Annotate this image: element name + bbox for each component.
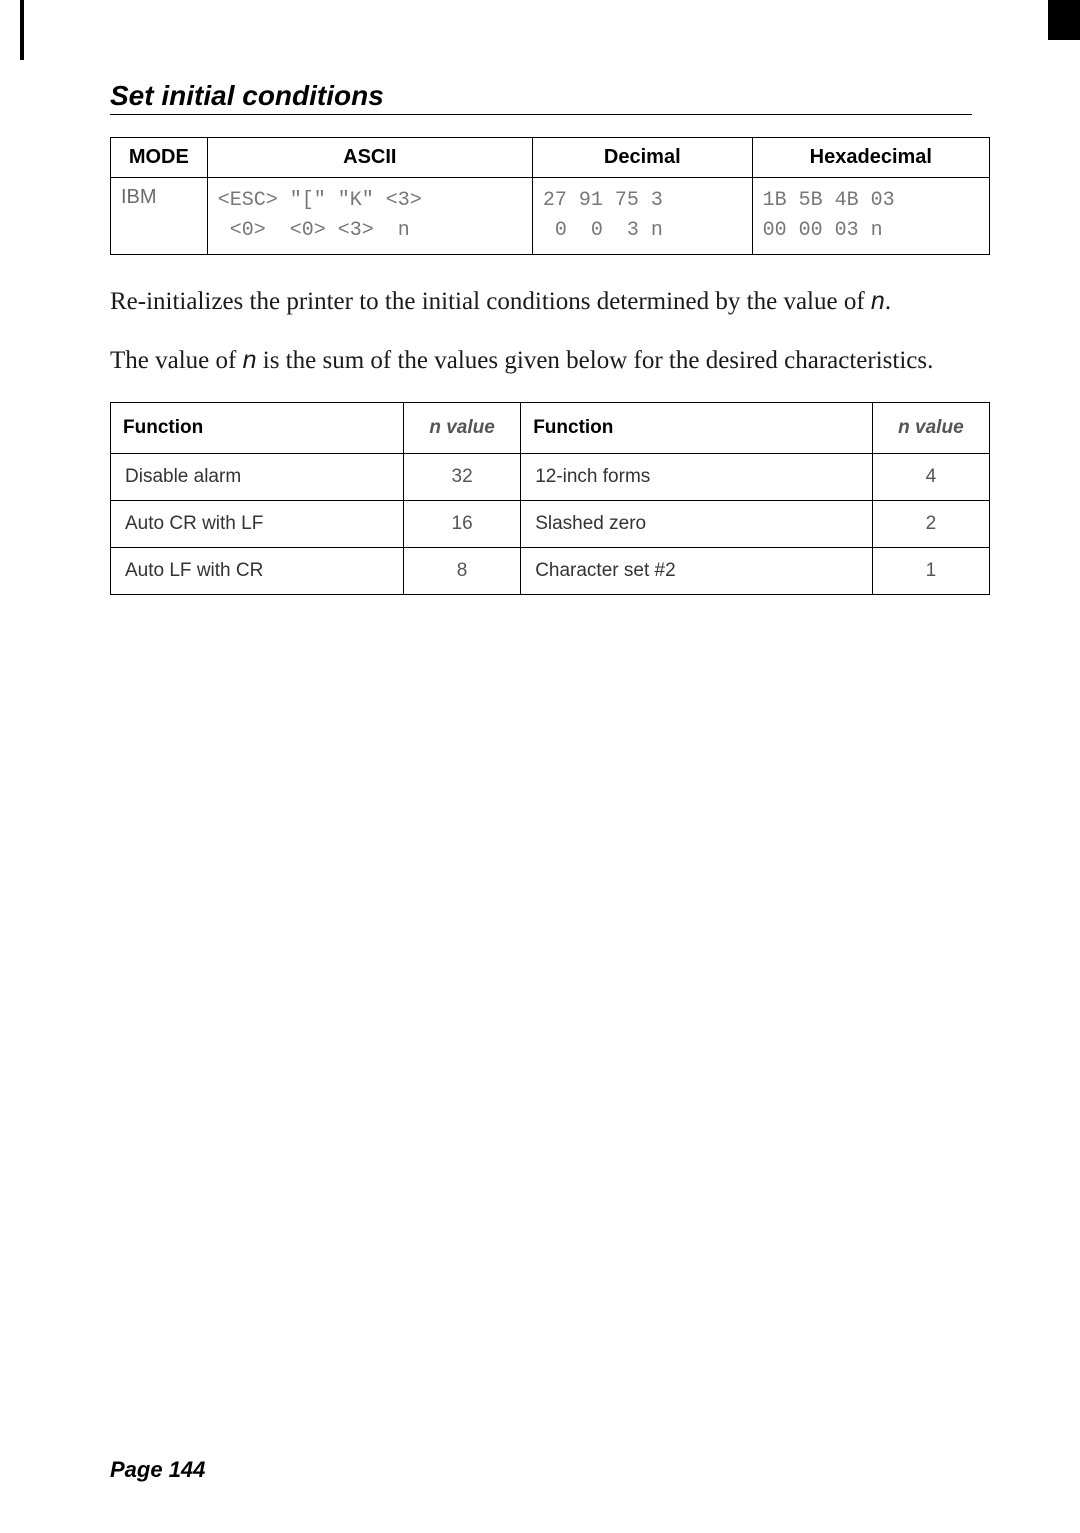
th-hex: Hexadecimal	[752, 138, 989, 178]
table-row: Auto CR with LF 16 Slashed zero 2	[111, 500, 990, 547]
cell: Auto CR with LF	[111, 500, 404, 547]
th-mode: MODE	[111, 138, 208, 178]
td-mode: IBM	[111, 178, 208, 255]
para2-n: n	[243, 346, 257, 374]
table-row: Auto LF with CR 8 Character set #2 1	[111, 547, 990, 594]
cell: 4	[872, 453, 989, 500]
cell: Character set #2	[521, 547, 873, 594]
page-footer: Page 144	[110, 1457, 205, 1483]
cell: 12-inch forms	[521, 453, 873, 500]
hex-line1: 1B 5B 4B 03	[763, 186, 979, 216]
cell: 8	[404, 547, 521, 594]
hex-line2: 00 00 03 n	[763, 216, 979, 246]
ascii-line1: <ESC> "[" "K" <3>	[218, 186, 522, 216]
para1-n: n	[871, 287, 885, 315]
para1-b: .	[885, 288, 891, 315]
cell: Slashed zero	[521, 500, 873, 547]
para-2: The value of n is the sum of the values …	[110, 342, 990, 379]
fth-4: n value	[872, 402, 989, 453]
cell: Auto LF with CR	[111, 547, 404, 594]
edge-mark	[20, 0, 24, 60]
fth-4-text: n value	[898, 417, 963, 438]
para-1: Re-initializes the printer to the initia…	[110, 283, 990, 320]
cell: 32	[404, 453, 521, 500]
fth-3: Function	[521, 402, 873, 453]
dec-line1: 27 91 75 3	[543, 186, 742, 216]
cell: 2	[872, 500, 989, 547]
para1-a: Re-initializes the printer to the initia…	[110, 288, 871, 315]
td-dec: 27 91 75 3 0 0 3 n	[532, 178, 752, 255]
fth-2-text: n value	[429, 417, 494, 438]
para2-a: The value of	[110, 347, 243, 374]
th-ascii: ASCII	[207, 138, 532, 178]
table-row: Disable alarm 32 12-inch forms 4	[111, 453, 990, 500]
cell: 16	[404, 500, 521, 547]
cell: Disable alarm	[111, 453, 404, 500]
cell: 1	[872, 547, 989, 594]
td-ascii: <ESC> "[" "K" <3> <0> <0> <3> n	[207, 178, 532, 255]
corner-mark	[1048, 0, 1080, 40]
ascii-line2: <0> <0> <3> n	[218, 216, 522, 246]
section-title: Set initial conditions	[110, 80, 972, 115]
fth-1: Function	[111, 402, 404, 453]
dec-line2: 0 0 3 n	[543, 216, 742, 246]
td-hex: 1B 5B 4B 03 00 00 03 n	[752, 178, 989, 255]
code-table: MODE ASCII Decimal Hexadecimal IBM <ESC>…	[110, 137, 990, 255]
para2-b: is the sum of the values given below for…	[257, 347, 934, 374]
function-table: Function n value Function n value Disabl…	[110, 402, 990, 595]
th-decimal: Decimal	[532, 138, 752, 178]
fth-2: n value	[404, 402, 521, 453]
